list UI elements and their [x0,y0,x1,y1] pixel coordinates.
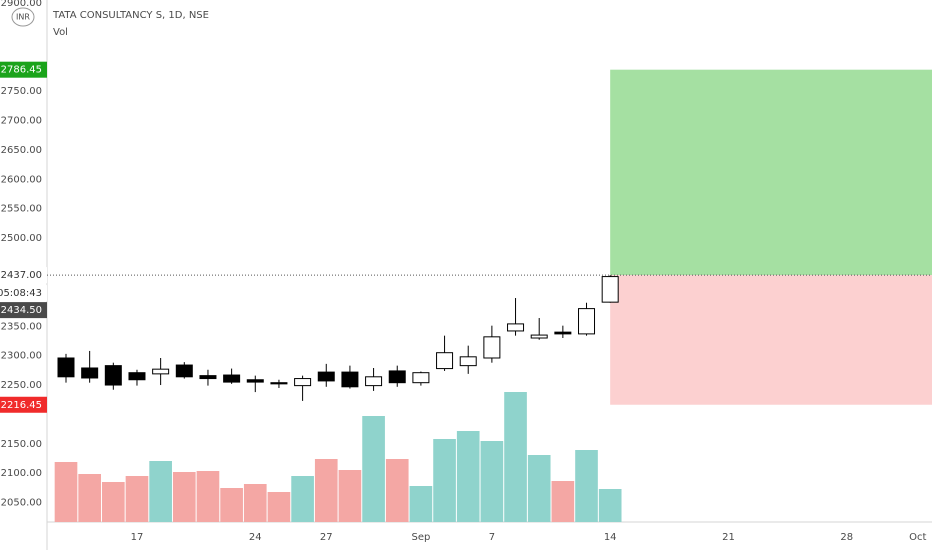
stop-label-bg [0,396,47,413]
candle-body [365,376,383,387]
candle-body [81,367,99,379]
y-tick-label: 2250.00 [1,380,42,391]
candle-body [388,370,406,384]
candle-body [270,382,288,385]
y-tick-label: 2150.00 [1,439,42,450]
x-tick-label: Sep [411,532,430,543]
x-tick-label: 27 [320,532,333,543]
candle-body [436,352,454,370]
y-tick-label: 2350.00 [1,321,42,332]
volume-bar [362,416,385,522]
volume-bar [243,484,267,522]
candle-body [294,378,312,387]
candle-body [412,372,430,384]
volume-bar [54,462,78,522]
target-label-bg [0,61,47,78]
y-tick-label: 2600.00 [1,174,42,185]
x-tick-label: 17 [131,532,144,543]
volume-bar [409,486,433,522]
y-tick-label: 2650.00 [1,145,42,156]
entry-label: 2437.00 [1,270,42,281]
entry-label-bg [0,267,47,284]
volume-bar [78,474,101,522]
x-tick-label: 21 [722,532,735,543]
profit-zone [610,69,932,276]
y-tick-label: 2900.00 [1,0,42,9]
volume-bar [575,450,598,522]
volume-bar [456,431,480,522]
volume-bar [220,488,243,522]
currency-badge [11,7,35,27]
candle-body [57,357,75,378]
candle-body [483,336,501,359]
volume-bar [125,476,149,522]
plot [47,69,932,522]
currency-label: INR [16,13,30,22]
candle-body [341,371,359,388]
candle-body [104,365,122,386]
candle-body [199,375,217,380]
y-tick-label: 2300.00 [1,351,42,362]
candle-body [530,334,548,339]
volume-bar [149,461,172,522]
volume-bar [598,489,622,522]
volume-bar [338,470,362,522]
y-tick-label: 2550.00 [1,204,42,215]
candle-body [152,368,170,375]
candle-body [175,364,193,378]
x-tick-label: 24 [249,532,262,543]
countdown-label-bg [0,285,47,302]
loss-zone [610,275,932,405]
y-tick-label: 2500.00 [1,233,42,244]
volume-label: Vol [53,27,68,38]
candle-body [223,374,241,383]
candle-body [246,379,264,383]
volume-bar [551,481,575,522]
x-tick-label: 7 [489,532,495,543]
candle-body [128,372,146,381]
candle-body [507,323,525,332]
candle-body [459,356,477,367]
y-tick-label: 2750.00 [1,86,42,97]
volume-bar [291,476,314,522]
x-tick-label: 14 [604,532,617,543]
volume-bar [172,472,196,522]
volume-bar [527,455,551,522]
volume-bar [314,459,338,522]
volume-bar [101,482,125,522]
x-tick-label: Oct [909,532,926,543]
volume-bar [504,392,527,522]
volume-bar [196,471,220,522]
candle-body [601,276,619,303]
volume-bar [267,492,291,522]
y-tick-label: 2100.00 [1,468,42,479]
stop-label: 2216.45 [1,400,42,411]
candle-body [317,371,335,382]
target-label: 2786.45 [1,65,42,76]
candle-body [554,331,572,335]
volume-bar [385,459,409,522]
volume-bar [480,441,504,522]
x-tick-label: 28 [840,532,853,543]
volume-bar [433,439,456,522]
y-tick-label: 2050.00 [1,498,42,509]
last-price-label-bg [0,302,47,319]
y-tick-label: 2700.00 [1,116,42,127]
chart-title: TATA CONSULTANCY S, 1D, NSE [52,10,209,21]
last-price-label: 2434.50 [1,305,42,316]
candle-body [578,308,596,335]
countdown-label: 05:08:43 [0,288,42,299]
